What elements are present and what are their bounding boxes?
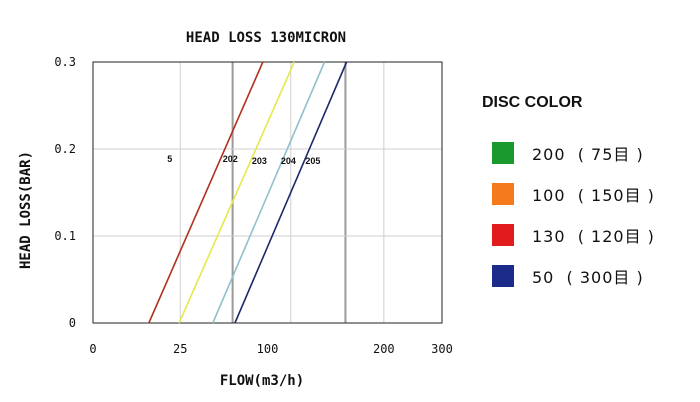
y-tick-label-1: 0.1 bbox=[54, 229, 76, 243]
legend-label: 50 ( 300目 ) bbox=[532, 268, 644, 287]
chart-series bbox=[148, 61, 348, 324]
annotation-1: 202 bbox=[223, 154, 238, 164]
x-tick-label-1: 25 bbox=[173, 342, 187, 356]
legend-items: 200 ( 75目 ) 100 ( 150目 ) 130 ( 120目 ) 50 ( … bbox=[482, 142, 692, 287]
legend-label: 200 ( 75目 ) bbox=[532, 145, 644, 164]
series-line-1 bbox=[178, 61, 295, 324]
x-tick-label-2: 100 bbox=[257, 342, 279, 356]
x-tick-label-0: 0 bbox=[89, 342, 96, 356]
legend-label: 100 ( 150目 ) bbox=[532, 186, 655, 205]
y-tick-label-2: 0.2 bbox=[54, 142, 76, 156]
annotation-2: 203 bbox=[252, 156, 267, 166]
y-tick-label-3: 0.3 bbox=[54, 55, 76, 69]
legend-swatch bbox=[492, 183, 514, 205]
legend: DISC COLOR 200 ( 75目 ) 100 ( 150目 ) 130 ( … bbox=[482, 94, 692, 306]
legend-item: 50 ( 300目 ) bbox=[482, 265, 692, 287]
annotation-0: 5 bbox=[167, 154, 172, 164]
annotation-4: 205 bbox=[305, 156, 320, 166]
legend-swatch bbox=[492, 142, 514, 164]
x-axis-ticks: 0 25 100 200 300 bbox=[89, 342, 452, 356]
x-axis-label: FLOW(m3/h) bbox=[220, 373, 304, 389]
legend-swatch bbox=[492, 265, 514, 287]
legend-item: 200 ( 75目 ) bbox=[482, 142, 692, 164]
head-loss-chart: HEAD LOSS 130MICRON 5 202 203 204 205 0 25 100… bbox=[18, 30, 453, 389]
plot-frame bbox=[92, 61, 443, 324]
y-axis-ticks: 0 0.1 0.2 0.3 bbox=[54, 55, 76, 330]
legend-swatch bbox=[492, 224, 514, 246]
y-axis-label: HEAD LOSS(BAR) bbox=[18, 151, 34, 269]
legend-item: 100 ( 150目 ) bbox=[482, 183, 692, 205]
x-tick-label-4: 300 bbox=[431, 342, 453, 356]
chart-annotations: 5 202 203 204 205 bbox=[167, 154, 320, 166]
annotation-3: 204 bbox=[281, 156, 296, 166]
chart-grid bbox=[93, 61, 443, 323]
legend-title: DISC COLOR bbox=[482, 94, 583, 111]
y-tick-label-0: 0 bbox=[69, 316, 76, 330]
series-line-3 bbox=[234, 61, 348, 324]
legend-label: 130 ( 120目 ) bbox=[532, 227, 655, 246]
series-line-2 bbox=[212, 61, 326, 324]
chart-title: HEAD LOSS 130MICRON bbox=[186, 30, 346, 46]
x-tick-label-3: 200 bbox=[373, 342, 395, 356]
series-line-0 bbox=[148, 61, 264, 324]
legend-item: 130 ( 120目 ) bbox=[482, 224, 692, 246]
